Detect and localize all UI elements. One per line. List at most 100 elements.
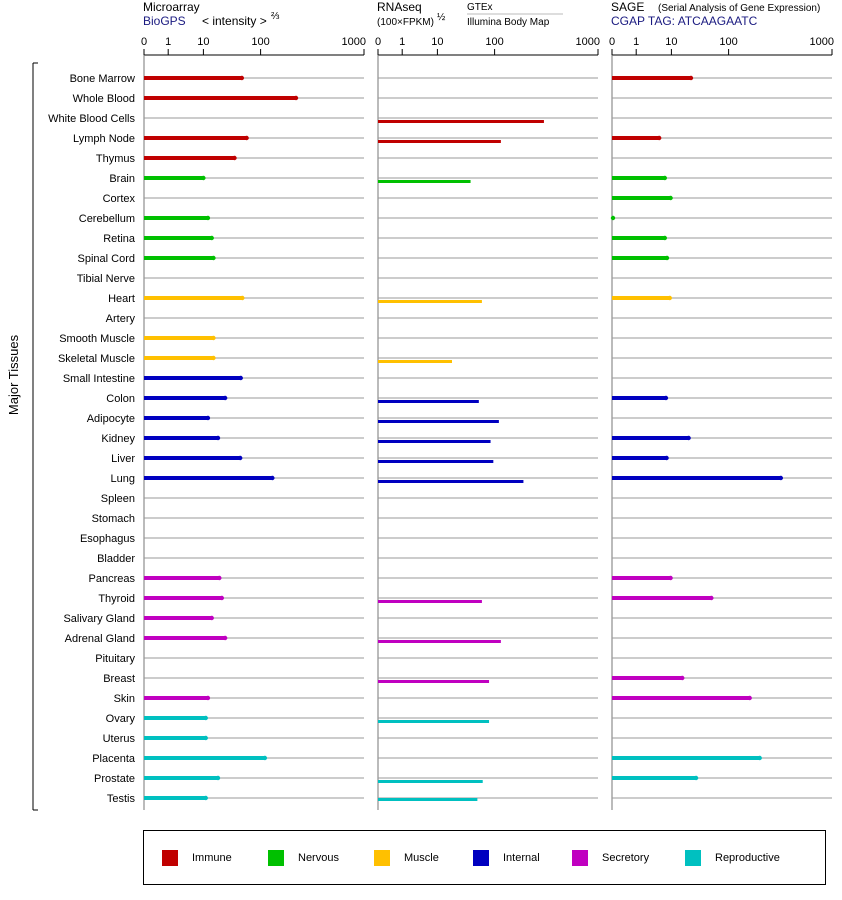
sage-bar-cap	[693, 775, 699, 781]
sage-bar-kidney	[612, 436, 689, 440]
sage-bar-pancreas	[612, 576, 671, 580]
sage-bar-cap	[688, 75, 694, 81]
tissue-label: Pituitary	[95, 653, 135, 665]
microarray-bar-salivary-gland	[144, 616, 212, 620]
microarray-bar-cap	[262, 755, 268, 761]
sage-bar-cap	[662, 175, 668, 181]
microarray-bar-cap	[211, 355, 216, 361]
rnaseq-unit-exponent: ½	[437, 12, 446, 23]
microarray-bar-cap	[211, 335, 216, 341]
rnaseq-panel: 0 1 10 100 1000	[375, 36, 600, 810]
microarray-bar-cap	[232, 155, 237, 161]
sage-bar-cap	[663, 395, 669, 401]
sage-bar-cortex	[612, 196, 671, 200]
tissue-label: Prostate	[94, 773, 135, 785]
rnaseq-unit: (100×FPKM)	[377, 17, 434, 28]
microarray-bar-cap	[222, 635, 228, 641]
microarray-bar-whole-blood	[144, 96, 297, 100]
rnaseq-title: RNAseq	[377, 0, 422, 14]
microarray-bar-skin	[144, 696, 208, 700]
microarray-tick-label: 1	[165, 36, 171, 48]
microarray-unit: < intensity >	[202, 14, 267, 28]
rnaseq-bar-adipocyte	[378, 420, 499, 423]
tissue-label: Ovary	[106, 713, 136, 725]
sage-tick-label: 100	[719, 36, 737, 48]
tissue-label: Thymus	[96, 153, 136, 165]
tissue-label: Spleen	[101, 493, 135, 505]
legend-label-muscle: Muscle	[404, 852, 439, 864]
sage-bar-breast	[612, 676, 683, 680]
tissue-label: Adipocyte	[87, 413, 135, 425]
microarray-bar-smooth-muscle	[144, 336, 214, 340]
microarray-bar-heart	[144, 296, 243, 300]
sage-bar-retina	[612, 236, 665, 240]
tissue-label: Placenta	[92, 753, 136, 765]
legend-swatch-muscle	[374, 850, 390, 866]
microarray-bar-spinal-cord	[144, 256, 214, 260]
microarray-bar-cap	[240, 295, 245, 301]
microarray-bar-cap	[209, 235, 214, 241]
legend-item-reproductive: Reproductive	[685, 850, 780, 866]
sage-bar-spinal-cord	[612, 256, 668, 260]
microarray-bar-cap	[215, 435, 221, 441]
sage-bar-prostate	[612, 776, 697, 780]
legend-label-immune: Immune	[192, 852, 232, 864]
tissue-label: Esophagus	[80, 533, 136, 545]
sage-bar-cap	[709, 595, 714, 601]
legend-label-nervous: Nervous	[298, 852, 339, 864]
rnaseq-gtex-label: GTEx	[467, 2, 493, 13]
tissue-label: Colon	[106, 393, 135, 405]
microarray-tick-label: 0	[141, 36, 147, 48]
microarray-tick-label: 1000	[342, 36, 366, 48]
tissue-label: Small Intestine	[63, 373, 135, 385]
microarray-bar-cap	[205, 415, 211, 421]
legend-label-secretory: Secretory	[602, 852, 650, 864]
sage-bar-cap	[680, 675, 685, 681]
rnaseq-tick-label: 100	[485, 36, 503, 48]
sage-bar-colon	[612, 396, 666, 400]
tissue-label: Uterus	[103, 733, 136, 745]
tissue-label: Brain	[109, 173, 135, 185]
sage-bar-brain	[612, 176, 665, 180]
legend-item-immune: Immune	[162, 850, 232, 866]
rnaseq-bar-lymph-node	[378, 140, 501, 143]
microarray-unit-exponent: ⅔	[271, 11, 280, 22]
microarray-title: Microarray	[143, 0, 200, 14]
legend-swatch-secretory	[572, 850, 588, 866]
sage-tick-label: 1	[633, 36, 639, 48]
tissue-label: Cerebellum	[79, 213, 135, 225]
microarray-bar-cap	[238, 455, 243, 461]
microarray-bar-ovary	[144, 716, 206, 720]
rnaseq-bar-skeletal-muscle	[378, 360, 453, 363]
rnaseq-bar-breast	[378, 680, 490, 683]
microarray-bar-cap	[215, 775, 221, 781]
microarray-bar-cerebellum	[144, 216, 208, 220]
tissue-label: Cortex	[103, 193, 136, 205]
legend-swatch-nervous	[268, 850, 284, 866]
microarray-bar-cap	[205, 215, 211, 221]
sage-bar-cap	[747, 695, 752, 701]
rnaseq-bar-ovary	[378, 720, 490, 723]
rnaseq-bar-brain	[378, 180, 471, 183]
microarray-bar-colon	[144, 396, 226, 400]
sage-bar-cap	[686, 435, 691, 441]
microarray-bar-pancreas	[144, 576, 220, 580]
tissue-label: Smooth Muscle	[59, 333, 135, 345]
rnaseq-tick-label: 10	[431, 36, 443, 48]
tissue-label: Liver	[111, 453, 135, 465]
sage-title: SAGE	[611, 0, 644, 14]
rnaseq-bar-adrenal-gland	[378, 640, 501, 643]
microarray-bar-cap	[203, 715, 208, 721]
sage-bar-liver	[612, 456, 667, 460]
sage-bar-placenta	[612, 756, 760, 760]
tissue-label: Bladder	[97, 553, 135, 565]
legend-item-secretory: Secretory	[572, 850, 649, 866]
microarray-bar-cap	[217, 575, 222, 581]
microarray-bar-skeletal-muscle	[144, 356, 214, 360]
legend-item-muscle: Muscle	[374, 850, 439, 866]
rnaseq-bar-testis	[378, 798, 478, 801]
tissue-labels: Bone Marrow Whole Blood White Blood Cells L…	[48, 73, 136, 805]
tissue-label: Stomach	[92, 513, 135, 525]
microarray-bar-lung	[144, 476, 273, 480]
tissue-label: Salivary Gland	[63, 613, 135, 625]
